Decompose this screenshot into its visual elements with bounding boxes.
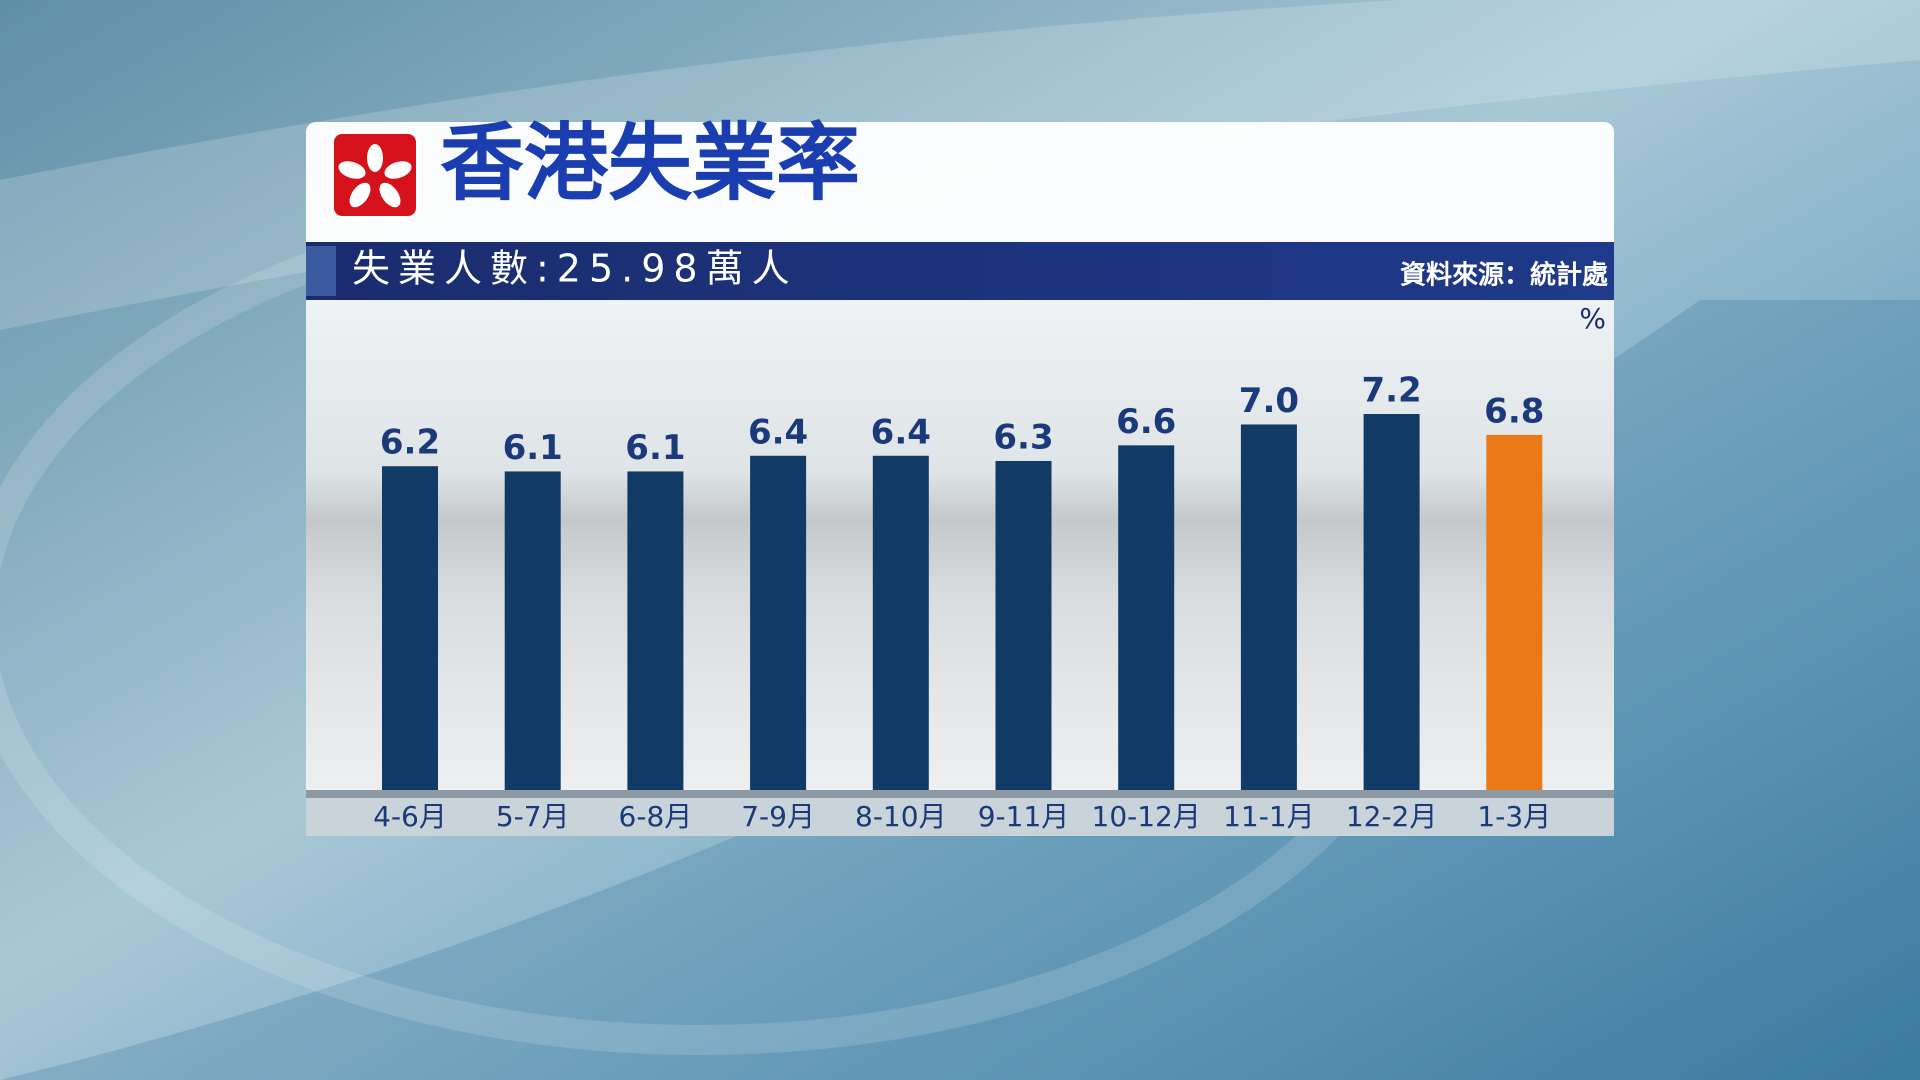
- x-tick-label: 6-8月: [619, 800, 693, 833]
- unit-label: %: [1579, 302, 1606, 335]
- x-tick-label: 7-9月: [741, 800, 815, 833]
- value-label: 6.2: [380, 423, 440, 463]
- bar: [382, 466, 438, 790]
- axis-strip: [306, 798, 1614, 836]
- value-label: 6.6: [1116, 402, 1176, 442]
- band-accent: [306, 246, 336, 296]
- bar: [995, 461, 1052, 790]
- bar: [627, 471, 684, 790]
- value-label: 6.4: [871, 412, 931, 452]
- bar: [1486, 434, 1543, 790]
- bar: [1240, 424, 1297, 790]
- value-label: 6.8: [1484, 391, 1544, 431]
- bar: [872, 455, 929, 790]
- value-label: 6.1: [625, 428, 685, 468]
- value-label: 7.2: [1361, 371, 1421, 411]
- bar: [1363, 414, 1420, 790]
- value-label: 7.0: [1239, 381, 1299, 421]
- bar: [504, 471, 561, 790]
- source: 資料來源：統計處: [1400, 260, 1608, 291]
- x-tick-label: 1-3月: [1477, 800, 1551, 833]
- x-tick-label: 10-12月: [1092, 800, 1201, 833]
- value-label: 6.1: [503, 428, 563, 468]
- baseline: [306, 790, 1614, 798]
- bar: [750, 455, 807, 790]
- value-label: 6.3: [993, 418, 1053, 458]
- subtitle-band: [306, 242, 1614, 300]
- bar: [1118, 445, 1175, 790]
- x-tick-label: 9-11月: [978, 800, 1070, 833]
- subtitle: 失業人數:25.98萬人: [352, 247, 798, 291]
- x-tick-label: 4-6月: [373, 800, 447, 833]
- value-label: 6.4: [748, 412, 808, 452]
- x-tick-label: 5-7月: [496, 800, 570, 833]
- flag-flower: [338, 144, 412, 208]
- chart-title: 香港失業率: [440, 114, 860, 212]
- x-tick-label: 11-1月: [1223, 800, 1315, 833]
- x-tick-label: 12-2月: [1346, 800, 1438, 833]
- x-tick-label: 8-10月: [855, 800, 947, 833]
